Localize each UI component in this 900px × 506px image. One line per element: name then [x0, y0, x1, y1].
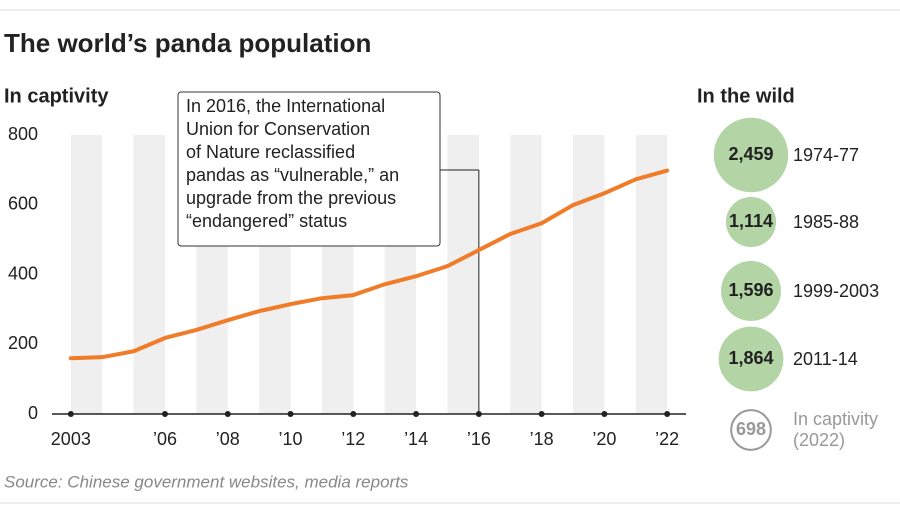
- annotation-text: “endangered” status: [186, 211, 347, 231]
- x-tick-label: ’10: [279, 429, 303, 449]
- x-tick-label: ’18: [530, 429, 554, 449]
- stripe: [447, 135, 479, 414]
- annotation-text: upgrade from the previous: [186, 188, 396, 208]
- x-tick: [161, 411, 168, 417]
- stripe: [635, 135, 668, 414]
- x-tick-label: ’20: [592, 429, 616, 449]
- x-tick: [350, 411, 357, 417]
- stripe: [133, 135, 165, 414]
- x-tick: [475, 411, 482, 417]
- bubble-category: 1985-88: [793, 211, 860, 232]
- annotation-box: [177, 91, 441, 247]
- x-tick: [413, 411, 420, 417]
- bubble-category: 2011-14: [793, 348, 858, 369]
- x-tick: [664, 411, 671, 417]
- annotation-text: Union for Conservation: [186, 119, 370, 139]
- y-tick-label: 0: [28, 403, 38, 423]
- panel-title: In the wild: [697, 85, 795, 107]
- bubble-category: In captivity (2022): [793, 409, 879, 450]
- stripe: [70, 135, 103, 414]
- annotation-text: of Nature reclassified: [186, 142, 355, 162]
- bubble-label: 1,596: [728, 280, 773, 300]
- x-tick: [287, 411, 294, 417]
- source: Source: Chinese government websites, med…: [4, 472, 409, 491]
- y-tick-label: 400: [8, 263, 38, 283]
- line: [68, 168, 670, 361]
- bubble: [713, 117, 789, 193]
- x-tick-label: ’22: [655, 429, 679, 449]
- bubble-category: 1999-2003: [793, 280, 880, 301]
- bubble-label: 1,114: [729, 211, 773, 231]
- annotation-text: In 2016, the International: [186, 96, 385, 116]
- x-tick: [67, 411, 74, 417]
- y-tick-label: 600: [8, 194, 38, 214]
- bubble: [721, 261, 781, 321]
- stripe: [573, 135, 605, 414]
- bubble-category: 1974-77: [793, 144, 860, 165]
- x-tick-label: ’06: [153, 429, 177, 449]
- bubble: [725, 196, 777, 248]
- y-tick-label: 200: [8, 333, 38, 353]
- bubble: [718, 326, 784, 392]
- x-tick: [601, 411, 608, 417]
- chart-title: The world’s panda population: [4, 28, 371, 58]
- x-tick-label: ’14: [404, 429, 428, 449]
- x-tick-label: ’16: [467, 429, 491, 449]
- x-tick-label: ’08: [216, 429, 240, 449]
- bubble: [730, 409, 772, 451]
- x-tick-label: ’12: [341, 429, 365, 449]
- y-tick-label: 800: [8, 124, 38, 144]
- panel-title: In captivity: [4, 85, 109, 107]
- x-tick-label: 2003: [51, 429, 91, 449]
- stripe: [510, 135, 542, 414]
- x-tick: [538, 411, 545, 417]
- bubble-label: 698: [736, 419, 766, 439]
- bubble-label: 2,459: [728, 144, 773, 164]
- annotation-text: pandas as “vulnerable,” an: [186, 165, 399, 185]
- x-tick: [224, 411, 231, 417]
- bubble-label: 1,864: [728, 348, 773, 368]
